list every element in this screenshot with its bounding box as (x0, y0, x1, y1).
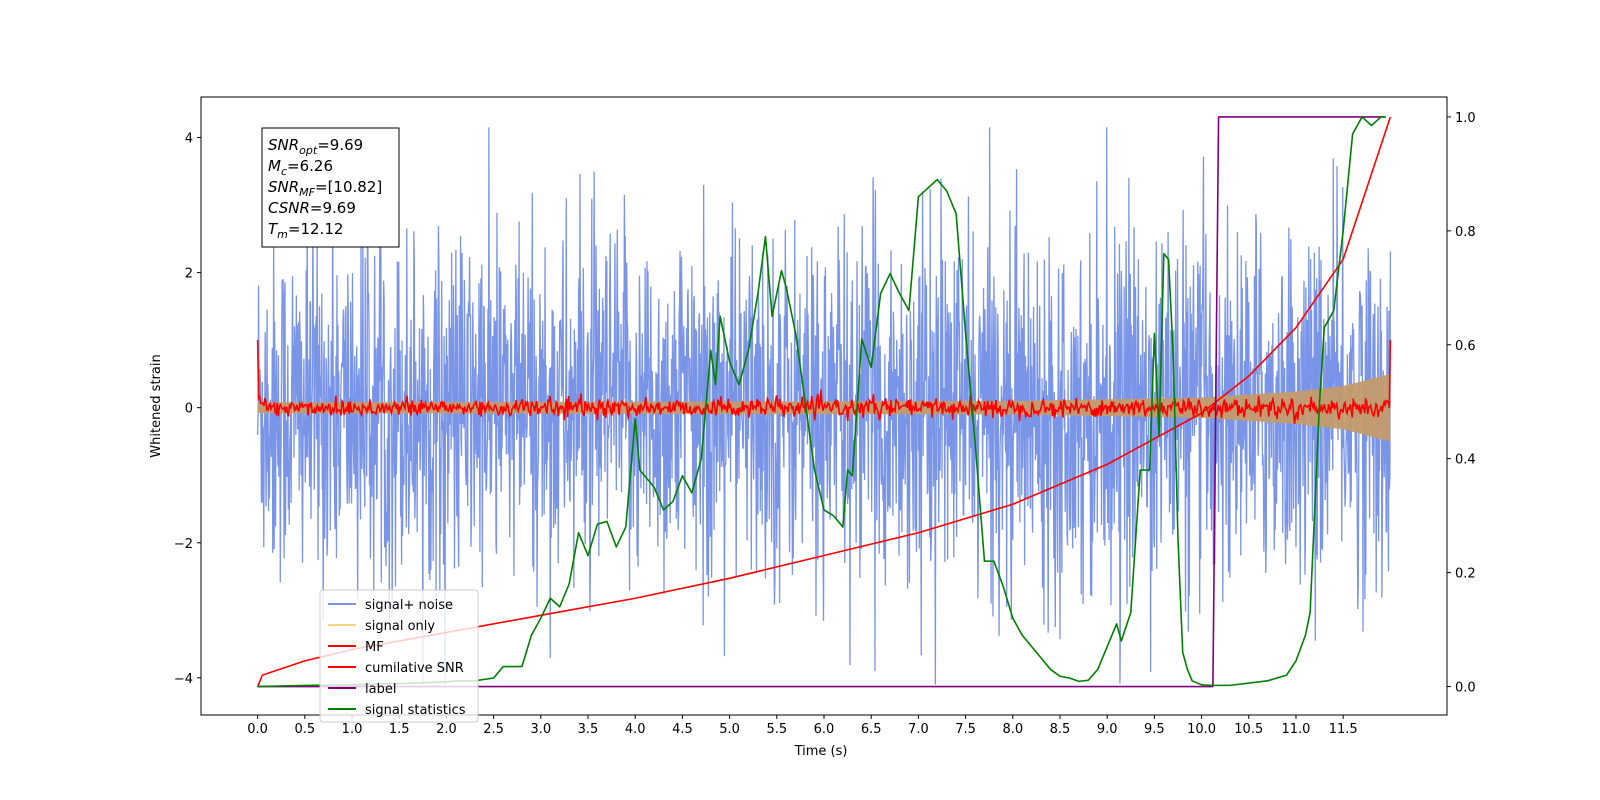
y-tick-label: −4 (174, 672, 193, 687)
x-tick-label: 0.5 (294, 722, 315, 737)
x-tick-label: 3.0 (530, 722, 551, 737)
y2-tick-label: 0.2 (1455, 567, 1476, 582)
x-tick-label: 10.0 (1187, 722, 1216, 737)
y-tick-label: 2 (185, 267, 193, 282)
x-tick-label: 9.0 (1097, 722, 1118, 737)
info-line: CSNR=9.69 (268, 199, 356, 217)
series-signal-statistics (257, 116, 1386, 688)
y2-tick-label: 0.8 (1455, 225, 1476, 240)
x-tick-label: 11.0 (1281, 722, 1310, 737)
x-tick-label: 4.0 (625, 722, 646, 737)
x-tick-label: 8.5 (1050, 722, 1071, 737)
x-tick-label: 11.5 (1329, 722, 1358, 737)
series-label (257, 116, 1386, 688)
x-tick-label: 0.0 (247, 722, 268, 737)
y2-tick-label: 1.0 (1455, 111, 1476, 126)
x-axis-label: Time (s) (794, 744, 848, 759)
x-tick-label: 6.5 (861, 722, 882, 737)
y-axis: −4 −2 0 2 4 (174, 132, 201, 687)
legend-label: label (365, 682, 396, 697)
x-tick-label: 7.0 (908, 722, 929, 737)
legend-label: cumilative SNR (365, 661, 464, 676)
y-tick-label: −2 (174, 537, 193, 552)
y2-tick-label: 0.4 (1455, 453, 1476, 468)
x-tick-label: 8.0 (1002, 722, 1023, 737)
legend-label: signal statistics (365, 703, 466, 718)
info-line: Tm=12.12 (268, 220, 343, 241)
info-box: SNRopt=9.69Mc=6.26SNRMF=[10.82]CSNR=9.69… (261, 127, 400, 248)
x-tick-label: 6.0 (814, 722, 835, 737)
x-tick-label: 10.5 (1234, 722, 1263, 737)
x-tick-label: 2.5 (483, 722, 504, 737)
y2-axis: 0.0 0.2 0.4 0.6 0.8 1.0 (1447, 111, 1476, 696)
x-axis: 0.0 0.5 1.0 1.5 2.0 2.5 3.0 3.5 4.0 4.5 5.0 5.5 6.0 6… (247, 715, 1358, 737)
x-tick-label: 1.0 (342, 722, 363, 737)
y2-tick-label: 0.6 (1455, 339, 1476, 354)
y2-tick-label: 0.0 (1455, 681, 1476, 696)
x-tick-label: 3.5 (578, 722, 599, 737)
legend-label: signal only (365, 619, 435, 634)
info-line: SNRMF=[10.82] (268, 178, 382, 199)
info-line: Mc=6.26 (268, 157, 333, 178)
legend-label: signal+ noise (365, 598, 453, 613)
x-tick-label: 5.0 (719, 722, 740, 737)
x-tick-label: 7.5 (955, 722, 976, 737)
y-tick-label: 0 (185, 402, 193, 417)
legend-frame (319, 589, 479, 723)
legend: signal+ noise signal only MF cumilative SNR… (319, 589, 479, 723)
y-tick-label: 4 (185, 132, 193, 147)
info-box-frame (261, 127, 400, 248)
x-tick-label: 4.5 (672, 722, 693, 737)
series-signal-noise (256, 127, 1392, 685)
x-tick-label: 5.5 (766, 722, 787, 737)
x-tick-label: 1.5 (389, 722, 410, 737)
y-axis-label: Whitened strain (149, 354, 164, 457)
x-tick-label: 2.0 (436, 722, 457, 737)
x-tick-label: 9.5 (1144, 722, 1165, 737)
legend-label: MF (365, 640, 384, 655)
info-line: SNRopt=9.69 (268, 136, 363, 157)
